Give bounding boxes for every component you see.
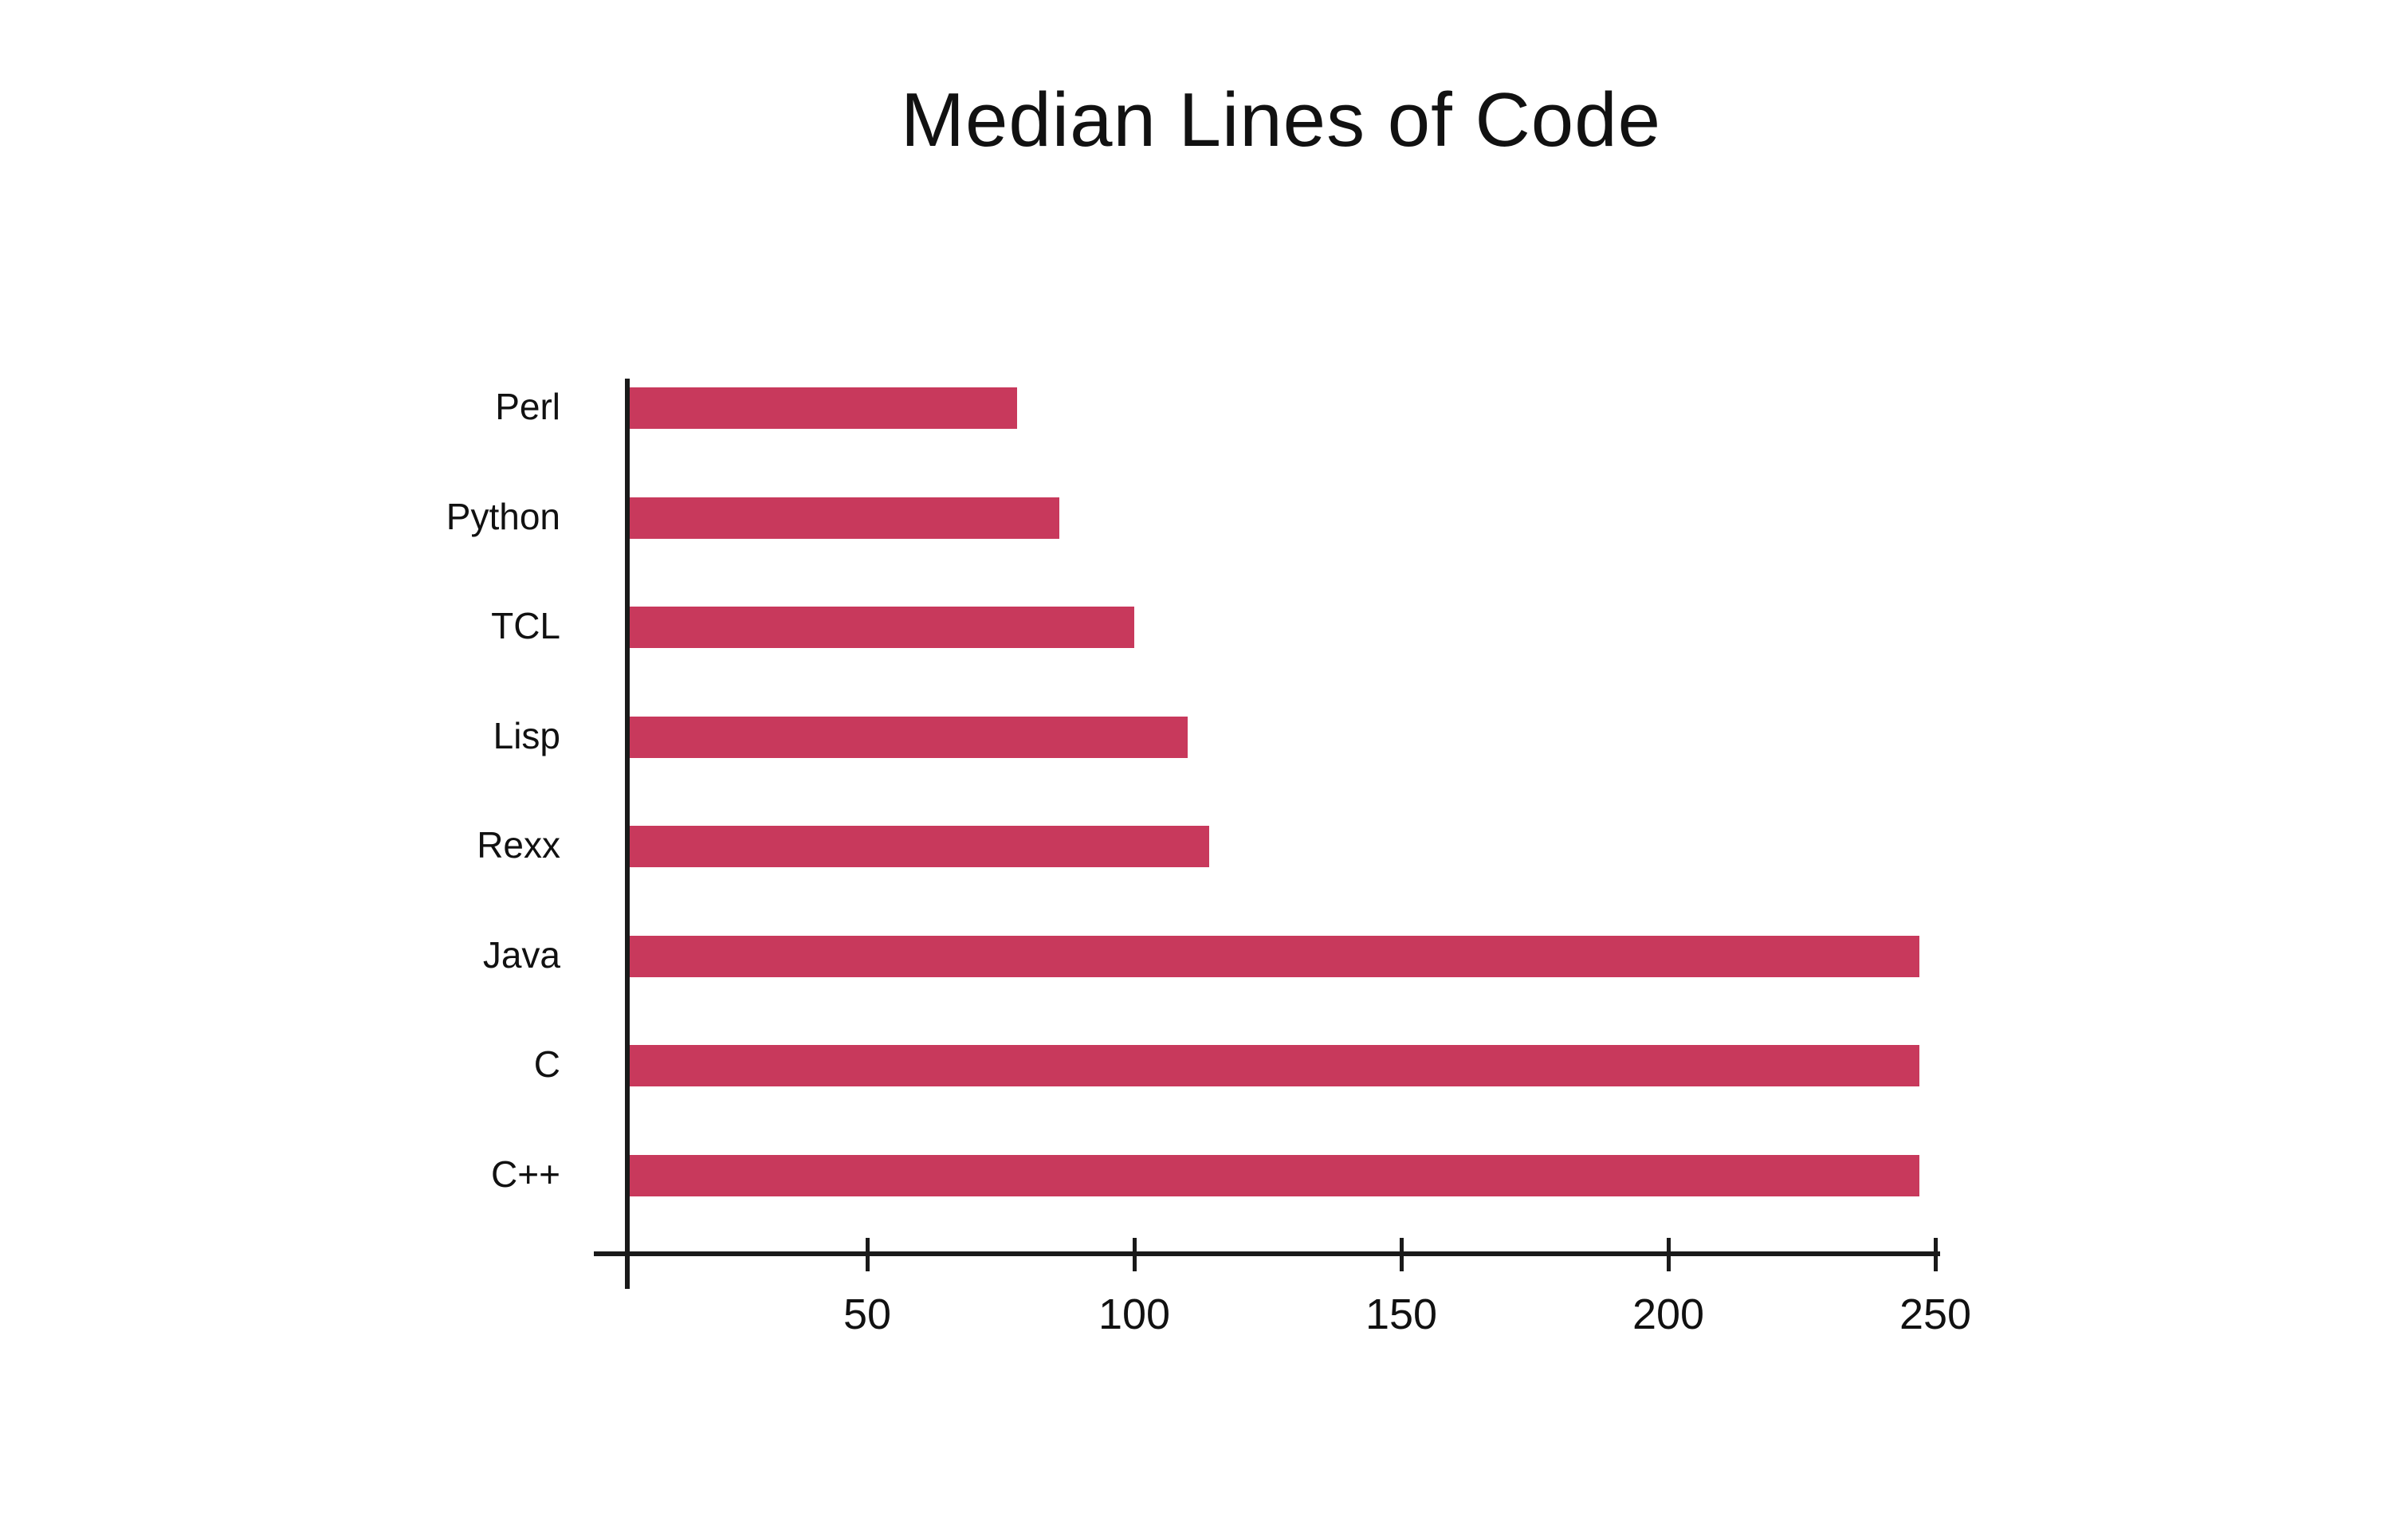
category-label: Rexx <box>477 823 560 866</box>
category-label: TCL <box>491 604 560 646</box>
bar-row: Rexx <box>0 823 2408 867</box>
chart-title: Median Lines of Code <box>901 77 1661 163</box>
x-axis-tick <box>1666 1238 1671 1271</box>
bar-row: Perl <box>0 385 2408 429</box>
category-label: Python <box>446 495 560 537</box>
category-label: Lisp <box>493 714 560 756</box>
x-axis-tick <box>1933 1238 1938 1271</box>
x-axis-tick-label: 200 <box>1632 1290 1705 1338</box>
bar-python <box>630 497 1059 539</box>
bar-row: TCL <box>0 604 2408 648</box>
bar-perl <box>630 387 1017 429</box>
x-axis-tick <box>1132 1238 1137 1271</box>
x-axis-tick-label: 100 <box>1098 1290 1171 1338</box>
y-axis-line <box>625 379 630 1289</box>
bar-cpp <box>630 1154 1919 1196</box>
bar-c <box>630 1045 1919 1086</box>
x-axis-line <box>594 1251 1940 1256</box>
bar-row: Python <box>0 495 2408 539</box>
category-label: C <box>533 1043 560 1085</box>
bar-tcl <box>630 607 1134 648</box>
category-label: Perl <box>495 385 560 427</box>
bar-row: Lisp <box>0 714 2408 758</box>
bar-rexx <box>630 826 1209 867</box>
category-label: C++ <box>491 1153 560 1195</box>
bar-row: Java <box>0 933 2408 977</box>
bar-row: C <box>0 1043 2408 1086</box>
x-axis-tick <box>1399 1238 1404 1271</box>
bar-java <box>630 935 1919 977</box>
x-axis-tick-label: 150 <box>1365 1290 1438 1338</box>
bar-lisp <box>630 716 1188 758</box>
x-axis-tick <box>865 1238 870 1271</box>
bar-row: C++ <box>0 1153 2408 1196</box>
x-axis-tick-label: 50 <box>843 1290 892 1338</box>
category-label: Java <box>482 933 560 976</box>
x-axis-tick-label: 250 <box>1899 1290 1972 1338</box>
